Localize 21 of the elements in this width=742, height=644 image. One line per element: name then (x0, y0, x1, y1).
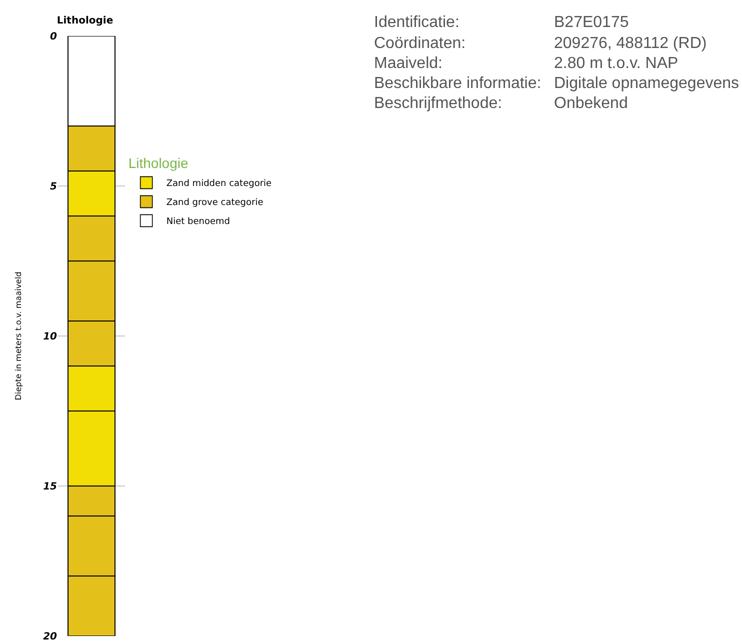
text: Onbekend (554, 95, 628, 112)
text: B27E0175 (554, 14, 629, 31)
text: Beschikbare informatie: (374, 75, 542, 92)
legend-label: Zand grove categorie (166, 198, 264, 208)
text: Digitale opnamegegevens (554, 75, 740, 92)
legend-title: Lithologie (128, 155, 188, 172)
text: Beschrijfmethode: (374, 95, 502, 112)
text: Identificatie: (374, 14, 460, 31)
y-tick-label: 20 (43, 632, 58, 642)
y-tick-label: 0 (50, 32, 58, 42)
text: 209276, 488112 (RD) (554, 35, 707, 52)
y-tick-label: 15 (43, 482, 58, 492)
text: Coördinaten: (374, 35, 466, 52)
legend-label: Zand midden categorie (166, 179, 272, 190)
text: 2.80 m t.o.v. NAP (554, 55, 678, 72)
y-axis-title: Diepte in meters t.o.v. maaiveld (14, 272, 23, 400)
legend-label: Niet benoemd (166, 217, 230, 228)
y-tick-label: 5 (50, 182, 58, 192)
y-tick-label: 10 (43, 332, 58, 342)
chart-title: Lithologie (56, 16, 114, 26)
text: Maaiveld: (374, 55, 442, 72)
